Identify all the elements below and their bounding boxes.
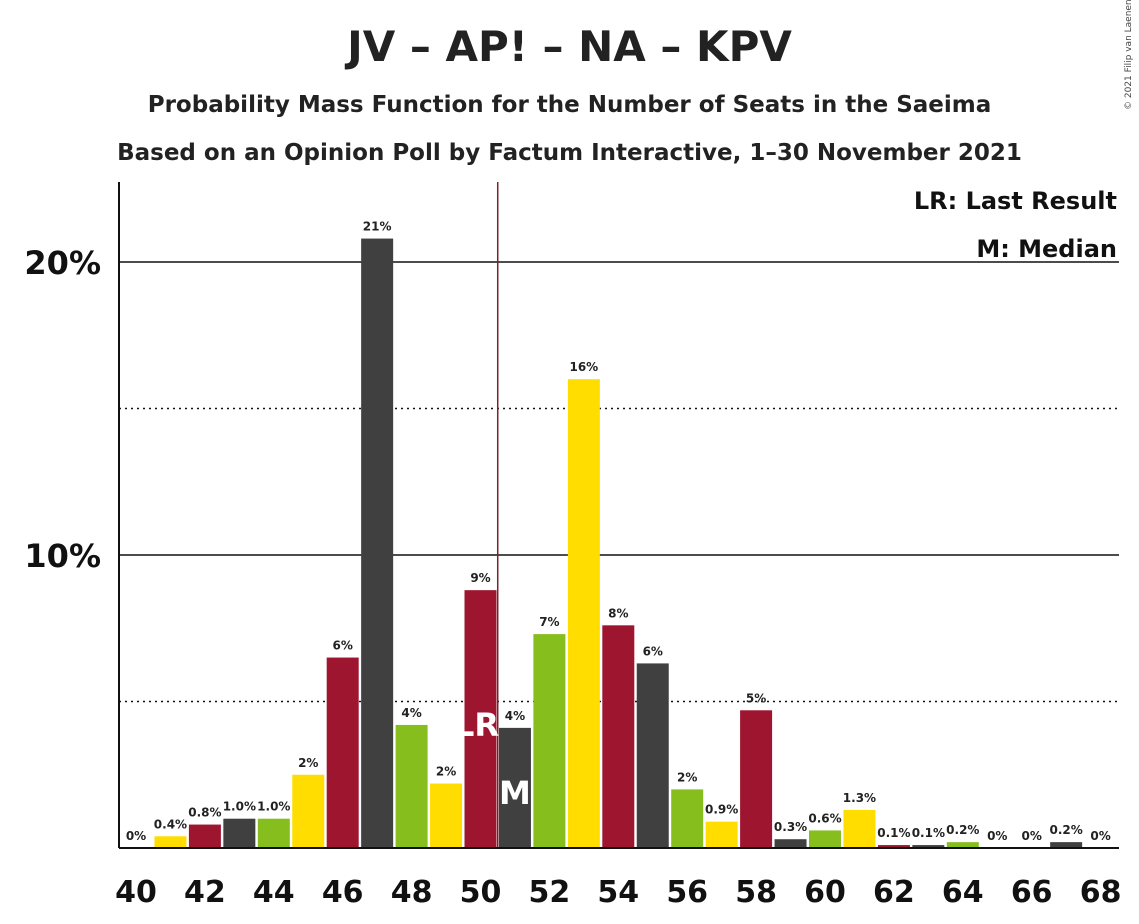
x-tick-label: 44 [253, 875, 295, 910]
bar-seat-61 [843, 809, 876, 848]
bar-seat-64 [946, 842, 979, 848]
bar-label-seat-58: 5% [746, 691, 766, 705]
bar-seat-55 [636, 663, 669, 848]
x-tick-label: 58 [735, 875, 777, 910]
x-tick-label: 68 [1080, 875, 1122, 910]
last-result-marker: LR [454, 706, 499, 744]
bar-label-seat-51: 4% [505, 709, 525, 723]
bar-seat-48 [395, 724, 428, 848]
bar-label-seat-55: 6% [643, 644, 663, 658]
legend-last-result: LR: Last Result [914, 187, 1117, 215]
bar-label-seat-67: 0.2% [1050, 823, 1083, 837]
bar-seat-59 [774, 839, 807, 848]
y-tick-label: 10% [24, 537, 101, 575]
bar-label-seat-57: 0.9% [705, 803, 738, 817]
bar-seat-45 [292, 774, 325, 848]
bar-seat-54 [602, 625, 635, 848]
x-tick-label: 64 [942, 875, 984, 910]
bar-label-seat-61: 1.3% [843, 791, 876, 805]
chart-subtitle-2: Based on an Opinion Poll by Factum Inter… [117, 140, 1022, 166]
chart-subtitle-1: Probability Mass Function for the Number… [147, 92, 992, 118]
bar-label-seat-54: 8% [608, 606, 628, 620]
bar-seat-53 [567, 379, 600, 848]
bar-label-seat-48: 4% [401, 706, 421, 720]
bar-seat-43 [223, 818, 256, 848]
bar-seat-42 [188, 824, 221, 848]
bar-label-seat-60: 0.6% [808, 811, 841, 825]
bar-label-seat-43: 1.0% [223, 800, 256, 814]
bar-seat-52 [533, 634, 566, 848]
x-tick-label: 52 [529, 875, 571, 910]
bar-label-seat-45: 2% [298, 756, 318, 770]
bar-label-seat-41: 0.4% [154, 817, 187, 831]
chart-title: JV – AP! – NA – KPV [347, 22, 792, 71]
bar-label-seat-47: 21% [363, 220, 392, 234]
bar-seat-62 [877, 845, 910, 848]
bar-label-seat-46: 6% [333, 639, 353, 653]
y-tick-label: 20% [24, 244, 101, 282]
bar-label-seat-40: 0% [126, 829, 146, 843]
bar-label-seat-53: 16% [569, 360, 598, 374]
bar-label-seat-68: 0% [1090, 829, 1110, 843]
bar-seat-57 [705, 821, 738, 848]
bar-label-seat-49: 2% [436, 765, 456, 779]
bar-label-seat-65: 0% [987, 829, 1007, 843]
x-tick-label: 40 [115, 875, 157, 910]
bar-seat-51 [498, 727, 531, 848]
bar-label-seat-42: 0.8% [188, 806, 221, 820]
bar-seat-47 [361, 238, 394, 848]
axes: 10% 20% 40 42 44 46 48 50 52 54 56 58 60 62 64 66 68 [24, 182, 1121, 910]
bar-seat-44 [257, 818, 290, 848]
legend: LR: Last Result M: Median [914, 187, 1117, 263]
x-tick-label: 60 [804, 875, 846, 910]
bar-seat-60 [809, 830, 841, 848]
x-tick-label: 54 [597, 875, 639, 910]
bar-label-seat-56: 2% [677, 770, 697, 784]
bar-seat-67 [1050, 842, 1083, 848]
bar-label-seat-63: 0.1% [912, 826, 945, 840]
x-tick-label: 48 [391, 875, 433, 910]
bar-label-seat-44: 1.0% [257, 800, 290, 814]
x-tick-label: 42 [184, 875, 226, 910]
bar-label-seat-50: 9% [470, 571, 490, 585]
bar-seat-63 [912, 845, 945, 848]
bar-label-seat-64: 0.2% [946, 823, 979, 837]
bar-label-seat-52: 7% [539, 615, 559, 629]
bar-label-seat-62: 0.1% [877, 826, 910, 840]
x-tick-label: 50 [460, 875, 502, 910]
median-marker: M [499, 774, 531, 812]
x-tick-label: 46 [322, 875, 364, 910]
bar-seat-58 [740, 710, 773, 848]
bar-label-seat-59: 0.3% [774, 820, 807, 834]
bar-seat-49 [430, 783, 463, 848]
legend-median: M: Median [976, 235, 1117, 263]
bar-seat-50 [464, 590, 497, 848]
bar-seat-56 [671, 789, 704, 848]
bar-label-seat-66: 0% [1022, 829, 1042, 843]
x-tick-label: 66 [1011, 875, 1053, 910]
bar-series: 0%0.4%0.8% 1.0% 1.0%2%6%21%4%2%9%4%7%16%8%… [126, 182, 1111, 848]
bar-seat-46 [326, 657, 359, 848]
x-tick-label: 62 [873, 875, 915, 910]
bar-seat-41 [154, 836, 187, 848]
x-tick-label: 56 [666, 875, 708, 910]
